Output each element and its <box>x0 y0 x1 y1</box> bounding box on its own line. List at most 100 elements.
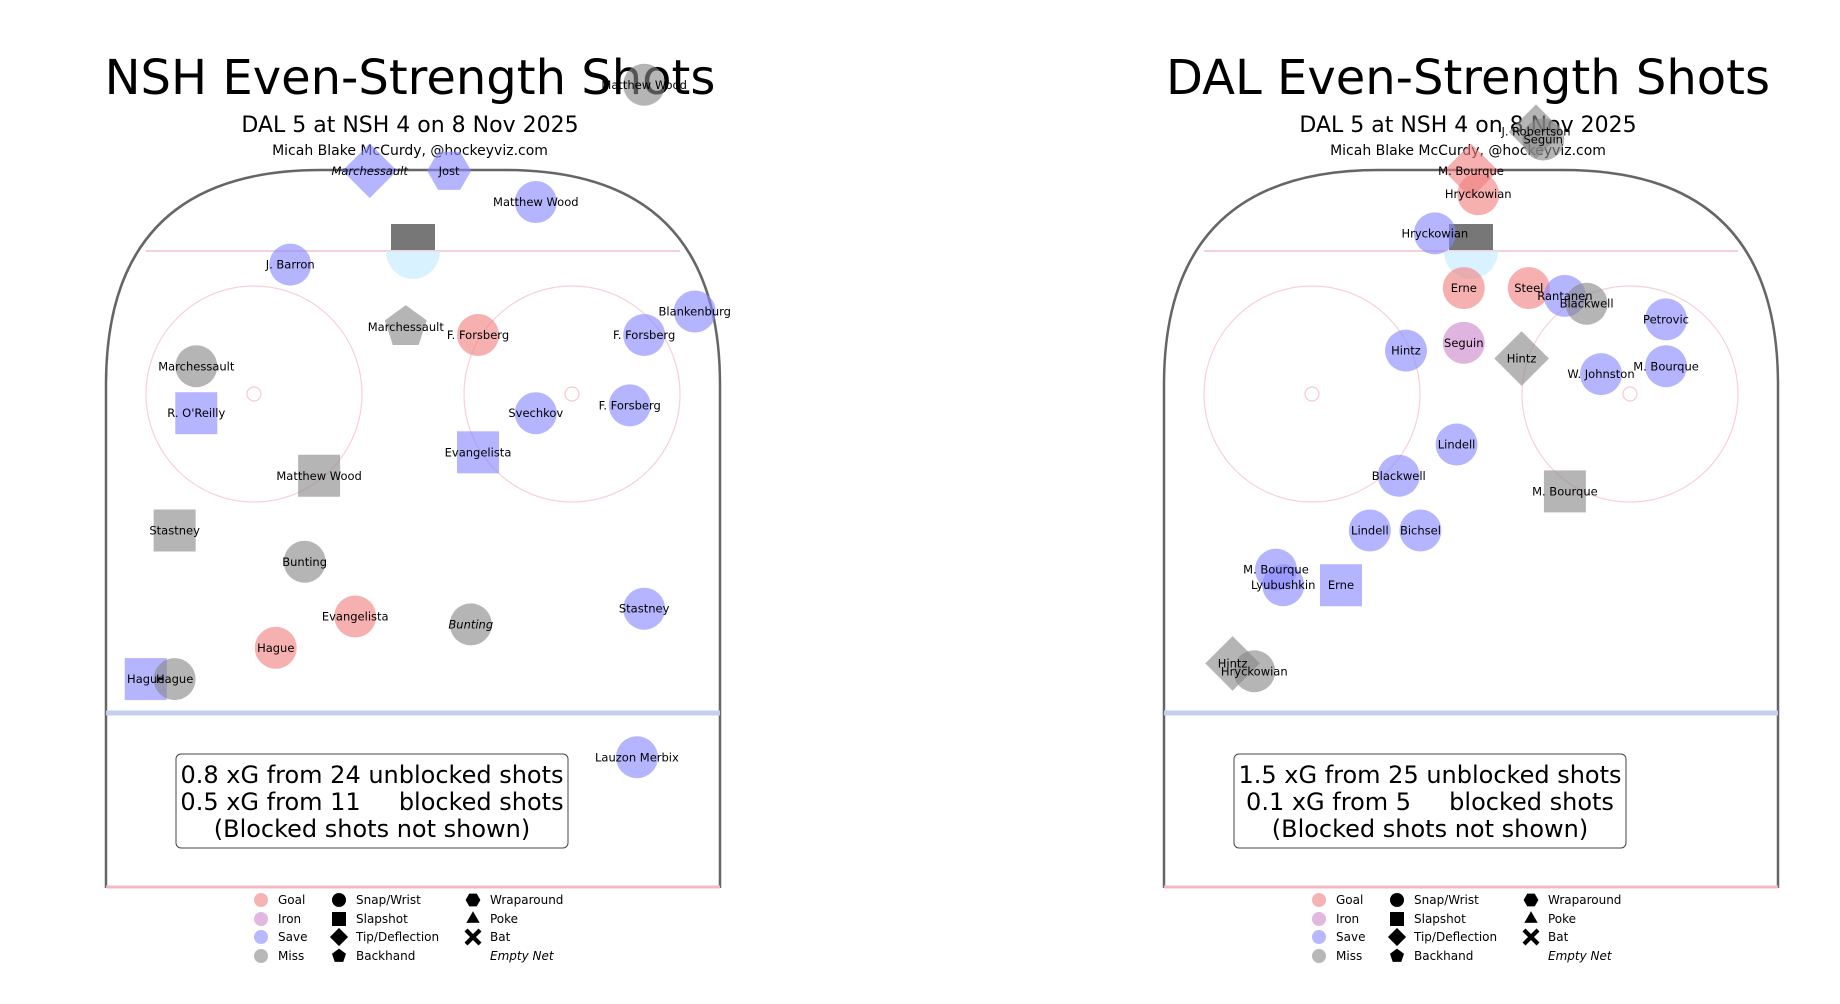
shot-label: Blackwell <box>1560 297 1614 311</box>
shot-label: Lauzon Merbix <box>595 750 679 764</box>
shot-label: Marchessault <box>158 359 235 373</box>
legend-label: Goal <box>278 893 306 907</box>
legend-symbol <box>1312 930 1326 944</box>
shot-label: Hague <box>127 672 164 686</box>
shot-label: Matthew Wood <box>493 195 578 209</box>
shot-marker <box>1399 509 1442 552</box>
shot-marker <box>1580 353 1623 396</box>
legend-label: Snap/Wrist <box>1414 893 1479 907</box>
legend-item-goal: Goal <box>1308 891 1363 909</box>
shot-label: F. Forsberg <box>599 398 661 412</box>
shot-label: Jost <box>438 164 460 178</box>
shot-label: F. Forsberg <box>613 328 675 342</box>
shot-marker <box>254 626 297 669</box>
legend-label: Wraparound <box>490 893 564 907</box>
shot-label: W. Johnston <box>1567 367 1634 381</box>
shot-label: Matthew Wood <box>276 469 361 483</box>
legend-label: Bat <box>490 930 511 944</box>
legend-symbol <box>254 911 268 926</box>
legend-label: Miss <box>1336 948 1363 963</box>
shot-marker <box>1262 564 1305 607</box>
shot-label: Hryckowian <box>1402 226 1469 240</box>
goal-crease <box>386 251 440 279</box>
legend-label: Save <box>278 930 308 944</box>
shot-label: Hryckowian <box>1221 664 1288 678</box>
shot-label: Hintz <box>1218 656 1248 670</box>
shot-marker <box>1457 173 1500 216</box>
xg-summary-line: 0.5 xG from 11 blocked shots <box>180 788 563 816</box>
legend-symbol <box>1390 911 1404 926</box>
legend-marker <box>254 893 268 907</box>
xg-summary-line: 1.5 xG from 25 unblocked shots <box>1238 761 1621 789</box>
shot-marker <box>1543 470 1586 513</box>
legend-marker <box>332 911 346 926</box>
shot-marker <box>1645 298 1688 341</box>
xg-box-frame <box>175 753 569 849</box>
legend-item-circle: Snap/Wrist <box>328 891 421 909</box>
legend-item-miss: Miss <box>1308 947 1362 965</box>
faceoff-dot <box>1622 386 1638 402</box>
shot-marker <box>1565 282 1608 325</box>
legend-label: Empty Net <box>490 948 554 963</box>
legend-item-miss: Miss <box>250 947 304 965</box>
rink-plot: Matthew Wood Marchessault Jost Matthew Wood… <box>104 63 731 889</box>
legend-item-hexagon: Wraparound <box>462 891 563 909</box>
shot-marker <box>175 345 218 388</box>
shot-label: Seguin <box>1524 133 1563 147</box>
legend-marker <box>1312 930 1326 944</box>
shot-markers <box>1205 104 1688 693</box>
shot-marker <box>1319 564 1362 607</box>
shot-label: Hryckowian <box>1445 187 1512 201</box>
legend: Goal Iron Save Miss Snap/Wrist Slapshot Tip/De… <box>1308 891 1708 991</box>
shot-label: M. Bourque <box>1438 164 1504 178</box>
shot-marker <box>457 314 500 356</box>
goal-net <box>391 224 435 250</box>
shot-marker <box>1442 321 1485 364</box>
legend-symbol <box>332 893 346 907</box>
faceoff-dot <box>246 386 262 402</box>
faceoff-dot <box>564 386 580 402</box>
legend-marker <box>1312 911 1326 926</box>
shot-marker <box>384 305 427 345</box>
shot-label: Marchessault <box>331 164 408 178</box>
shot-label: Blankenburg <box>658 305 730 319</box>
legend-item-diamond: Tip/Deflection <box>1386 928 1497 946</box>
shot-label: Seguin <box>1444 336 1483 350</box>
shot-markers <box>124 63 716 779</box>
legend-label: Save <box>1336 930 1366 944</box>
xg-summary-line: (Blocked shots not shown) <box>1272 815 1589 843</box>
shot-label: Blackwell <box>1372 469 1426 483</box>
legend-item-save: Save <box>1308 928 1365 946</box>
shot-label: Lindell <box>1351 524 1389 538</box>
legend-item-iron: Iron <box>250 910 301 928</box>
legend-symbol <box>465 893 481 907</box>
legend-label: Poke <box>1548 911 1577 926</box>
shot-marker <box>623 314 666 356</box>
shot-label: Marchessault <box>368 320 445 334</box>
shot-label: Hintz <box>1391 344 1421 358</box>
shot-label: Steel <box>1514 281 1543 295</box>
legend-item-circle: Snap/Wrist <box>1386 891 1479 909</box>
legend-marker <box>332 948 346 962</box>
shot-label: J. Barron <box>265 258 315 272</box>
shot-marker <box>514 392 557 435</box>
shot-marker <box>1435 423 1478 466</box>
shot-label: Bunting <box>448 617 493 631</box>
legend-item-diamond: Tip/Deflection <box>328 928 439 946</box>
shot-marker <box>1413 212 1456 255</box>
shot-marker <box>514 181 557 224</box>
shot-marker <box>153 509 196 552</box>
shot-marker <box>1443 143 1499 199</box>
legend: Goal Iron Save Miss Snap/Wrist Slapshot Tip/De… <box>250 891 650 991</box>
legend-marker <box>1312 893 1326 907</box>
legend-item-pentagon: Backhand <box>328 947 415 965</box>
legend-symbol <box>332 948 346 962</box>
shot-label: Rantanen <box>1537 289 1592 303</box>
rink-boards <box>104 168 722 888</box>
legend-marker <box>1390 911 1404 926</box>
shot-marker <box>615 736 658 779</box>
legend-symbol <box>329 928 349 946</box>
xg-summary-line: 0.1 xG from 5 blocked shots <box>1246 788 1614 816</box>
